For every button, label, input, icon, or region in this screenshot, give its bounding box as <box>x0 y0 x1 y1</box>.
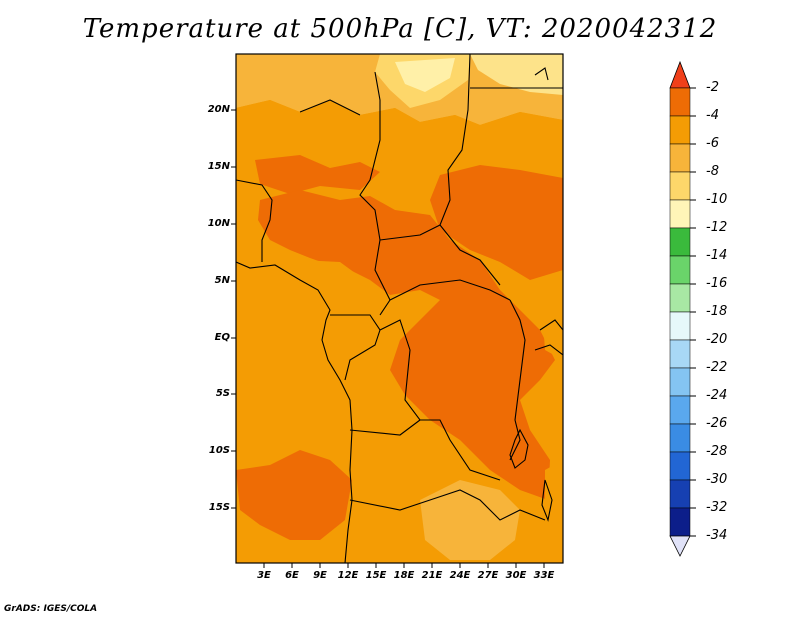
colorbar-label-6: -6 <box>706 136 719 151</box>
lon-label-9e: 9E <box>313 570 327 581</box>
field-region-4-patch-a <box>255 155 380 194</box>
lon-label-24e: 24E <box>449 570 471 581</box>
car-borders <box>379 224 511 301</box>
colorbar-bottom-arrow <box>669 535 691 557</box>
colorbar-swatch-4 <box>669 87 691 117</box>
lat-label-10n: 10N <box>207 218 230 229</box>
lon-label-6e: 6E <box>285 570 299 581</box>
colorbar-label-14: -14 <box>706 248 728 263</box>
lake-tanganyika <box>509 428 529 469</box>
lat-label-5s: 5S <box>215 388 230 399</box>
lat-label-10s: 10S <box>208 445 230 456</box>
field-region-4-patch-b <box>430 165 563 280</box>
lat-label-15n: 15N <box>207 161 230 172</box>
field-region-4-central <box>258 190 555 500</box>
lake-malawi <box>541 479 553 522</box>
lon-label-15e: 15E <box>365 570 387 581</box>
field-region-6-north <box>236 100 563 175</box>
colorbar-label-20: -20 <box>706 332 728 347</box>
colorbar-swatch-26 <box>669 395 691 425</box>
colorbar-label-12: -12 <box>706 220 728 235</box>
colorbar-swatch-24 <box>669 367 691 397</box>
colorbar-swatch-10 <box>669 171 691 201</box>
colorbar-label-24: -24 <box>706 388 728 403</box>
map-title: Temperature at 500hPa [C], VT: 202004231… <box>82 14 718 44</box>
coastlines-and-borders <box>236 54 563 563</box>
lat-label-eq: EQ <box>214 332 230 343</box>
field-region-4-southwest <box>236 450 352 540</box>
colorbar-label-8: -8 <box>706 164 719 179</box>
colorbar-label-10: -10 <box>706 192 728 207</box>
colorbar-swatch-30 <box>669 451 691 481</box>
colorbar-swatch-32 <box>669 479 691 509</box>
colorbar-swatch-8 <box>669 143 691 173</box>
algeria-niger-border <box>299 99 361 116</box>
colorbar-swatch-16 <box>669 255 691 285</box>
angola-zambia-borders <box>349 419 546 521</box>
colorbar-label-16: -16 <box>706 276 728 291</box>
field-region-6-southeast <box>545 460 563 563</box>
colorbar-swatch-22 <box>669 339 691 369</box>
colorbar-label-4: -4 <box>706 108 719 123</box>
colorbar <box>669 60 696 557</box>
west-africa-border <box>236 179 273 262</box>
colorbar-label-28: -28 <box>706 444 728 459</box>
colorbar-label-34: -34 <box>706 528 728 543</box>
lon-label-33e: 33E <box>533 570 555 581</box>
lat-label-20n: 20N <box>207 104 230 115</box>
lon-label-3e: 3E <box>257 570 271 581</box>
nile-delta-mark <box>534 67 549 81</box>
field-region-6-east <box>540 275 563 360</box>
lon-label-27e: 27E <box>477 570 499 581</box>
lon-label-21e: 21E <box>421 570 443 581</box>
field-region-6-gap <box>300 260 380 330</box>
colorbar-top-arrow <box>669 60 691 89</box>
lat-label-15s: 15S <box>208 502 230 513</box>
colorbar-label-22: -22 <box>706 360 728 375</box>
colorbar-label-18: -18 <box>706 304 728 319</box>
lat-label-5n: 5N <box>214 275 230 286</box>
grads-credit: GrADS: IGES/COLA <box>4 604 98 614</box>
colorbar-label-32: -32 <box>706 500 728 515</box>
colorbar-label-30: -30 <box>706 472 728 487</box>
colorbar-swatch-14 <box>669 227 691 257</box>
lon-label-18e: 18E <box>393 570 415 581</box>
field-region-12-north <box>395 58 455 92</box>
lon-label-12e: 12E <box>337 570 359 581</box>
colorbar-swatch-34 <box>669 507 691 537</box>
colorbar-label-2: -2 <box>706 80 719 95</box>
map-frame <box>235 53 564 564</box>
field-region-10-northeast <box>470 54 563 95</box>
axis-ticks <box>231 109 545 568</box>
field-region-8-south <box>420 480 520 560</box>
colorbar-swatch-28 <box>669 423 691 453</box>
temperature-field <box>236 54 563 563</box>
lon-label-30e: 30E <box>505 570 527 581</box>
colorbar-swatch-18 <box>669 283 691 313</box>
lake-victoria-region <box>534 319 563 356</box>
colorbar-label-26: -26 <box>706 416 728 431</box>
chad-sudan-border <box>439 54 501 286</box>
colorbar-swatch-12 <box>669 199 691 229</box>
drc-east-border <box>509 299 526 461</box>
atlantic-coastline <box>236 261 353 563</box>
niger-chad-border <box>359 71 391 316</box>
colorbar-swatch-6 <box>669 115 691 145</box>
colorbar-swatch-20 <box>669 311 691 341</box>
